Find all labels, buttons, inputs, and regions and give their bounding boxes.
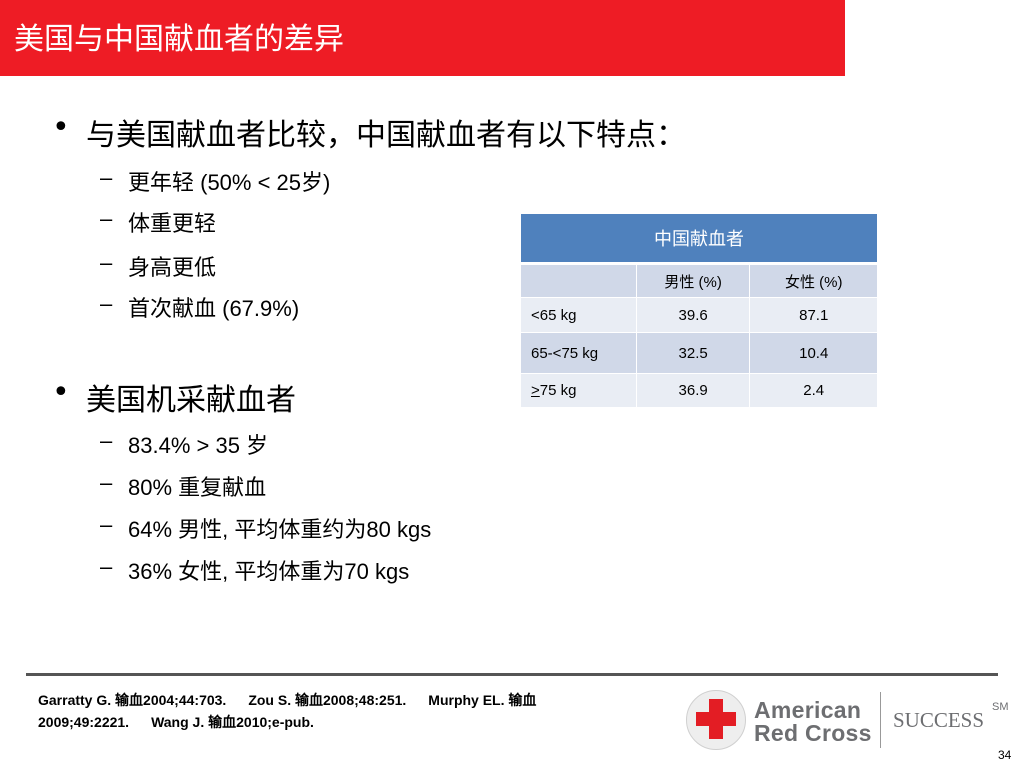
dash-glyph: – (100, 206, 113, 231)
reference: Zou S. 输血2008;48:251. (248, 692, 407, 708)
sub-item-text: 83.4% > 35 岁 (128, 433, 269, 458)
sub-item: – 身高更低 (100, 250, 217, 282)
male-value: 32.5 (635, 332, 751, 374)
success-wordmark: SUCCESS (893, 708, 985, 732)
dash-glyph: – (100, 428, 113, 453)
male-value: 39.6 (635, 297, 751, 333)
red-cross-icon-horizontal (696, 712, 736, 726)
dash-glyph: – (100, 165, 113, 190)
table-row: 65-<75 kg 32.5 10.4 (520, 332, 878, 374)
sub-item-text: 64% 男性, 平均体重约为80 kgs (128, 517, 432, 542)
bullet-text: 与美国献血者比较，中国献血者有以下特点： (86, 118, 686, 153)
male-value: 36.9 (635, 373, 751, 408)
table-header: 中国献血者 (520, 213, 878, 265)
female-value: 10.4 (749, 332, 878, 374)
sub-item: – 首次献血 (67.9%) (100, 291, 300, 323)
row-label: <65 kg (520, 297, 637, 333)
female-value: 2.4 (749, 373, 878, 408)
sub-item: – 更年轻 (50% < 25岁) (100, 165, 331, 197)
sub-item: – 36% 女性, 平均体重为70 kgs (100, 554, 410, 586)
sub-item: – 64% 男性, 平均体重约为80 kgs (100, 512, 432, 544)
bullet-glyph: • (52, 375, 70, 410)
title-bar: 美国与中国献血者的差异 (0, 0, 845, 76)
logo-divider (880, 692, 881, 748)
donor-weight-table: 中国献血者 男性 (%) 女性 (%) <65 kg 39.6 87.1 65-… (520, 213, 878, 408)
sub-item-text: 36% 女性, 平均体重为70 kgs (128, 559, 410, 584)
sub-item-text: 身高更低 (128, 255, 217, 280)
sub-item-text: 更年轻 (50% < 25岁) (128, 170, 331, 195)
bullet-item: • 与美国献血者比较，中国献血者有以下特点： (52, 110, 686, 154)
row-label-rest: 75 kg (539, 382, 577, 399)
table-row: >75 kg 36.9 2.4 (520, 373, 878, 408)
column-header: 男性 (%) (635, 263, 751, 298)
dash-glyph: – (100, 291, 113, 316)
row-label-mark: > (531, 382, 540, 399)
page-number: 34 (998, 748, 1012, 762)
logo-text-line1: American (754, 697, 862, 723)
column-header (520, 263, 637, 298)
female-value: 87.1 (749, 297, 878, 333)
reference: Garratty G. 输血2004;44:703. (38, 692, 227, 708)
bullet-glyph: • (52, 110, 70, 145)
sub-item: – 体重更轻 (100, 206, 217, 238)
sub-item-text: 首次献血 (67.9%) (128, 296, 300, 321)
logo-text-line2: Red Cross (754, 720, 872, 746)
service-mark: SM (992, 701, 1009, 713)
sub-item-text: 80% 重复献血 (128, 475, 267, 500)
table-column-header-row: 男性 (%) 女性 (%) (520, 263, 878, 298)
sub-item: – 80% 重复献血 (100, 470, 267, 502)
dash-glyph: – (100, 470, 113, 495)
bullet-text: 美国机采献血者 (86, 383, 296, 418)
dash-glyph: – (100, 554, 113, 579)
sub-item: – 83.4% > 35 岁 (100, 428, 269, 460)
row-label: 65-<75 kg (520, 332, 637, 374)
row-label: >75 kg (520, 373, 637, 408)
bullet-item: • 美国机采献血者 (52, 375, 296, 419)
dash-glyph: – (100, 512, 113, 537)
slide-title: 美国与中国献血者的差异 (14, 22, 344, 57)
sub-item-text: 体重更轻 (128, 211, 217, 236)
dash-glyph: – (100, 250, 113, 275)
column-header: 女性 (%) (749, 263, 878, 298)
references: Garratty G. 输血2004;44:703. Zou S. 输血2008;… (38, 689, 658, 733)
table-row: <65 kg 39.6 87.1 (520, 297, 878, 333)
reference: Murphy EL. 输血 2009;49:2221. (38, 692, 537, 730)
reference: Wang J. 输血2010;e-pub. (151, 714, 314, 730)
footer-divider (26, 673, 998, 676)
